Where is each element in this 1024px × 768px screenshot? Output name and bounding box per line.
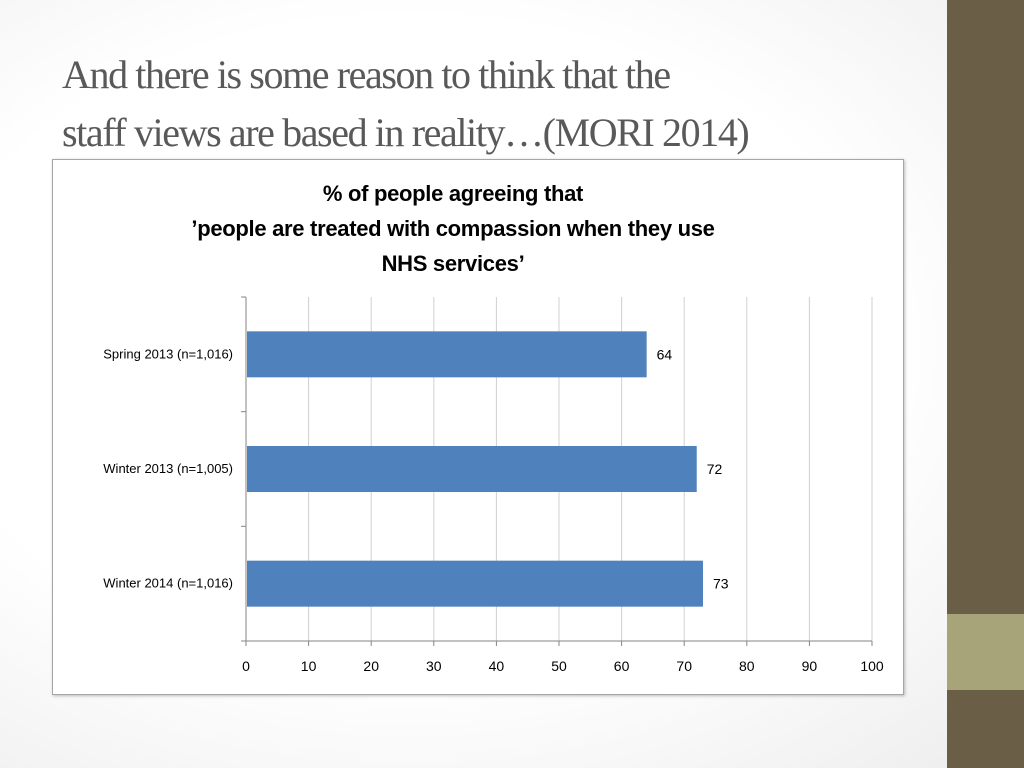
sidebar-accent-block bbox=[947, 614, 1024, 690]
x-tick-label: 0 bbox=[242, 658, 250, 674]
x-tick-label: 40 bbox=[489, 658, 505, 674]
x-tick-label: 80 bbox=[739, 658, 755, 674]
x-tick-label: 20 bbox=[363, 658, 379, 674]
x-tick-label: 70 bbox=[676, 658, 692, 674]
data-label: 64 bbox=[657, 346, 673, 362]
chart-title: % of people agreeing that ’people are tr… bbox=[153, 176, 753, 281]
bar bbox=[247, 446, 697, 492]
x-tick-label: 30 bbox=[426, 658, 442, 674]
bar bbox=[247, 331, 647, 378]
bar bbox=[247, 560, 703, 607]
chart-title-line-1: % of people agreeing that bbox=[322, 181, 584, 206]
x-tick-label: 100 bbox=[860, 658, 884, 674]
slide-title-line-1: And there is some reason to think that t… bbox=[62, 52, 671, 97]
chart-title-line-2: ’people are treated with compassion when… bbox=[191, 216, 715, 241]
slide-title: And there is some reason to think that t… bbox=[62, 46, 932, 162]
bar-chart: 0 10 20 30 40 50 60 70 80 90 100 Spring 2013 (n=1,0… bbox=[103, 296, 884, 674]
category-label: Spring 2013 (n=1,016) bbox=[103, 346, 233, 361]
chart-frame: % of people agreeing that ’people are tr… bbox=[52, 159, 904, 695]
category-label: Winter 2014 (n=1,016) bbox=[103, 576, 233, 591]
chart-title-line-3: NHS services’ bbox=[381, 251, 525, 276]
slide-title-line-2: staff views are based in reality…(MORI 2… bbox=[62, 110, 750, 155]
x-tick-label: 90 bbox=[802, 658, 818, 674]
x-tick-label: 50 bbox=[551, 658, 567, 674]
category-label: Winter 2013 (n=1,005) bbox=[103, 461, 233, 476]
data-label: 73 bbox=[713, 576, 729, 592]
x-tick-label: 10 bbox=[301, 658, 317, 674]
data-label: 72 bbox=[707, 461, 723, 477]
x-tick-label: 60 bbox=[614, 658, 630, 674]
